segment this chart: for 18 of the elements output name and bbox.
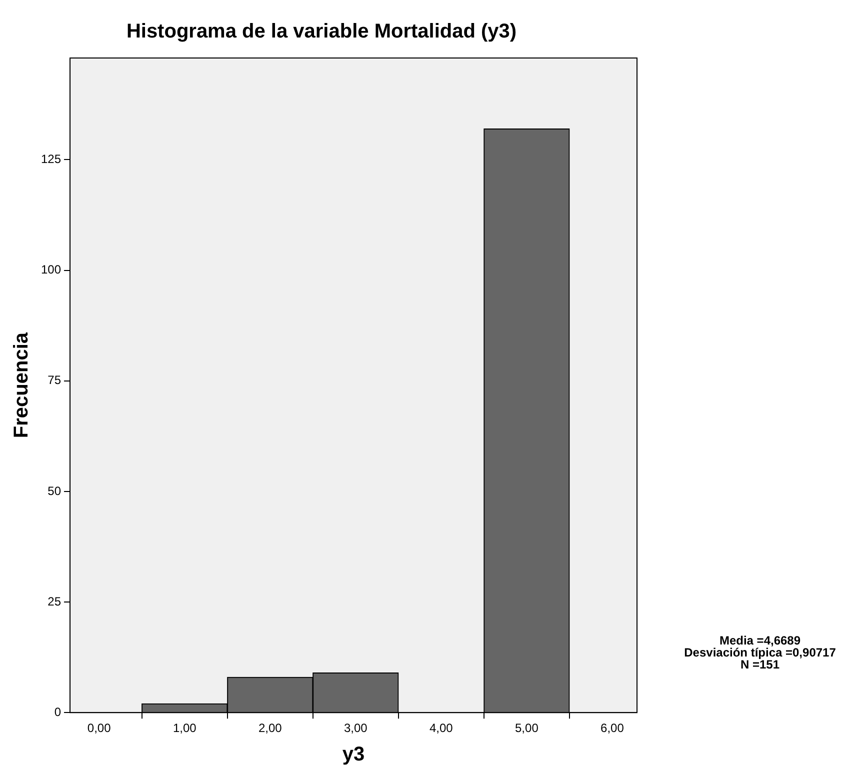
x-tick-label: 3,00 [344, 721, 368, 736]
x-tick-label: 6,00 [600, 721, 624, 736]
x-axis-title: y3 [342, 744, 365, 766]
x-tick-label: 0,00 [87, 721, 112, 736]
y-tick-label: 0 [54, 704, 62, 719]
x-tick-label: 2,00 [258, 721, 282, 736]
y-axis-title: Frecuencia [10, 332, 33, 438]
y-tick-label: 125 [40, 152, 62, 166]
x-tick-label: 5,00 [515, 721, 539, 736]
y-tick-label: 25 [48, 594, 62, 608]
y-tick-label: 50 [48, 484, 62, 498]
text: Desviación típica =0,90717 [684, 645, 836, 660]
x-tick-label: 1,00 [172, 721, 197, 736]
y-tick-label: 100 [40, 262, 62, 277]
chart-title: Histograma de la variable Mortalidad (y3) [126, 20, 517, 43]
text: Media =4,6689 [719, 633, 801, 648]
y-tick-label: 75 [48, 373, 62, 388]
x-tick-label: 4,00 [429, 721, 454, 736]
